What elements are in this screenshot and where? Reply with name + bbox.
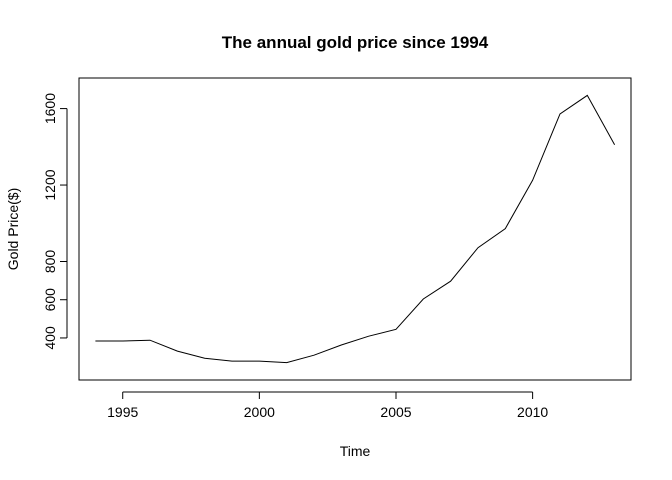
- y-axis-label: Gold Price($): [5, 188, 21, 270]
- y-axis: 400 600 800 1200 1600: [42, 93, 68, 350]
- x-tick-label: 1995: [107, 404, 138, 420]
- data-points: [95, 95, 614, 362]
- gold-price-line: [95, 94, 616, 364]
- y-tick-label: 1600: [42, 93, 58, 124]
- x-tick-label: 2010: [517, 404, 548, 420]
- x-axis-label: Time: [340, 443, 371, 459]
- y-tick-label: 800: [42, 250, 58, 274]
- y-tick-label: 600: [42, 288, 58, 312]
- plot-frame: [78, 77, 632, 381]
- x-tick-label: 2000: [244, 404, 275, 420]
- y-tick-label: 400: [42, 326, 58, 350]
- chart-title: The annual gold price since 1994: [222, 33, 489, 52]
- x-axis: 1995 2000 2005 2010: [107, 391, 548, 420]
- y-tick-label: 1200: [42, 169, 58, 200]
- x-tick-label: 2005: [380, 404, 411, 420]
